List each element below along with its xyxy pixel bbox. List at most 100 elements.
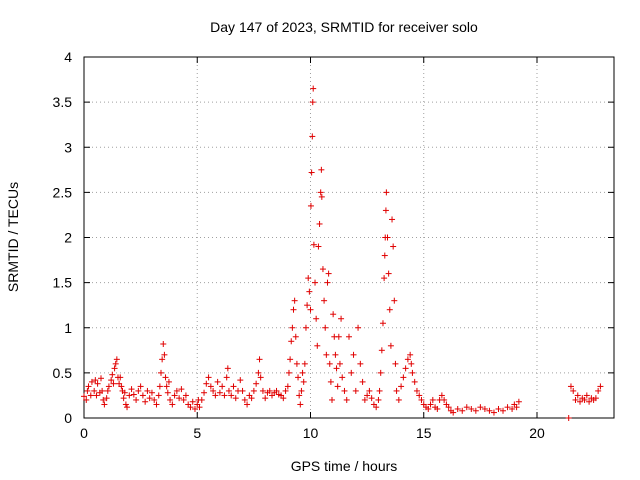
- data-point: [318, 193, 325, 200]
- data-point: [207, 383, 214, 390]
- data-point: [310, 241, 317, 248]
- data-point: [595, 387, 602, 394]
- data-point: [407, 351, 414, 358]
- data-point: [221, 392, 228, 399]
- data-point: [173, 387, 180, 394]
- data-point: [316, 220, 323, 227]
- data-point: [255, 369, 262, 376]
- data-point: [378, 347, 385, 354]
- data-point: [463, 404, 470, 411]
- data-point: [301, 360, 308, 367]
- data-point: [148, 389, 155, 396]
- data-point: [581, 396, 588, 403]
- data-point: [304, 302, 311, 309]
- data-point: [472, 407, 479, 414]
- data-point: [285, 369, 292, 376]
- data-point: [297, 401, 304, 408]
- data-point: [332, 351, 339, 358]
- data-point: [373, 404, 380, 411]
- data-point: [477, 404, 484, 411]
- data-point: [88, 378, 95, 385]
- data-point: [214, 378, 221, 385]
- data-point: [307, 306, 314, 313]
- data-point: [314, 342, 321, 349]
- data-point: [409, 369, 416, 376]
- data-point: [282, 387, 289, 394]
- data-point: [196, 404, 203, 411]
- data-point: [161, 351, 168, 358]
- data-point: [81, 393, 87, 400]
- data-point: [309, 99, 316, 106]
- data-point: [156, 383, 163, 390]
- data-point: [298, 387, 305, 394]
- data-point: [330, 311, 337, 318]
- data-point: [299, 369, 306, 376]
- data-point: [205, 374, 212, 381]
- data-point: [513, 404, 520, 411]
- data-point: [504, 404, 511, 411]
- data-point: [315, 243, 322, 250]
- data-point: [307, 202, 314, 209]
- data-point: [392, 360, 399, 367]
- data-point: [339, 374, 346, 381]
- data-point: [323, 351, 330, 358]
- data-point: [338, 315, 345, 322]
- data-point: [312, 279, 319, 286]
- data-point: [182, 392, 189, 399]
- y-tick-label: 1: [64, 320, 72, 336]
- data-point: [366, 387, 373, 394]
- data-point: [259, 387, 266, 394]
- data-point: [105, 383, 112, 390]
- data-point: [398, 383, 405, 390]
- data-point: [302, 324, 309, 331]
- data-point: [94, 380, 101, 387]
- data-point: [565, 415, 572, 421]
- data-point: [427, 401, 434, 408]
- data-point: [84, 387, 91, 394]
- data-point: [381, 275, 388, 282]
- data-point: [108, 377, 115, 384]
- data-point: [250, 387, 257, 394]
- data-point: [224, 365, 231, 372]
- data-point: [104, 387, 111, 394]
- data-point: [219, 383, 226, 390]
- y-tick-label: 2.5: [53, 184, 73, 200]
- data-point: [133, 396, 140, 403]
- data-point: [128, 386, 135, 393]
- data-point: [321, 297, 328, 304]
- data-point: [352, 387, 359, 394]
- data-point: [333, 365, 340, 372]
- data-point: [291, 297, 298, 304]
- data-point: [155, 392, 162, 399]
- data-point: [391, 297, 398, 304]
- data-point: [126, 392, 133, 399]
- data-point: [284, 383, 291, 390]
- data-points: [81, 85, 604, 421]
- data-point: [364, 392, 371, 399]
- data-point: [319, 266, 326, 273]
- data-point: [306, 288, 313, 295]
- data-point: [110, 380, 117, 387]
- data-point: [273, 387, 280, 394]
- data-point: [377, 369, 384, 376]
- data-point: [413, 387, 420, 394]
- data-point: [289, 324, 296, 331]
- data-point: [120, 395, 127, 402]
- data-point: [158, 369, 165, 376]
- data-point: [290, 306, 297, 313]
- data-point: [386, 306, 393, 313]
- data-point: [122, 401, 129, 408]
- data-point: [97, 375, 104, 382]
- data-point: [176, 395, 183, 402]
- data-point: [572, 396, 579, 403]
- data-point: [343, 396, 350, 403]
- data-point: [350, 351, 357, 358]
- data-point: [310, 85, 317, 92]
- data-point: [171, 392, 178, 399]
- data-point: [162, 374, 169, 381]
- data-point: [327, 378, 334, 385]
- data-point: [146, 395, 153, 402]
- data-point: [324, 279, 331, 286]
- data-point: [288, 338, 295, 345]
- data-point: [346, 333, 352, 340]
